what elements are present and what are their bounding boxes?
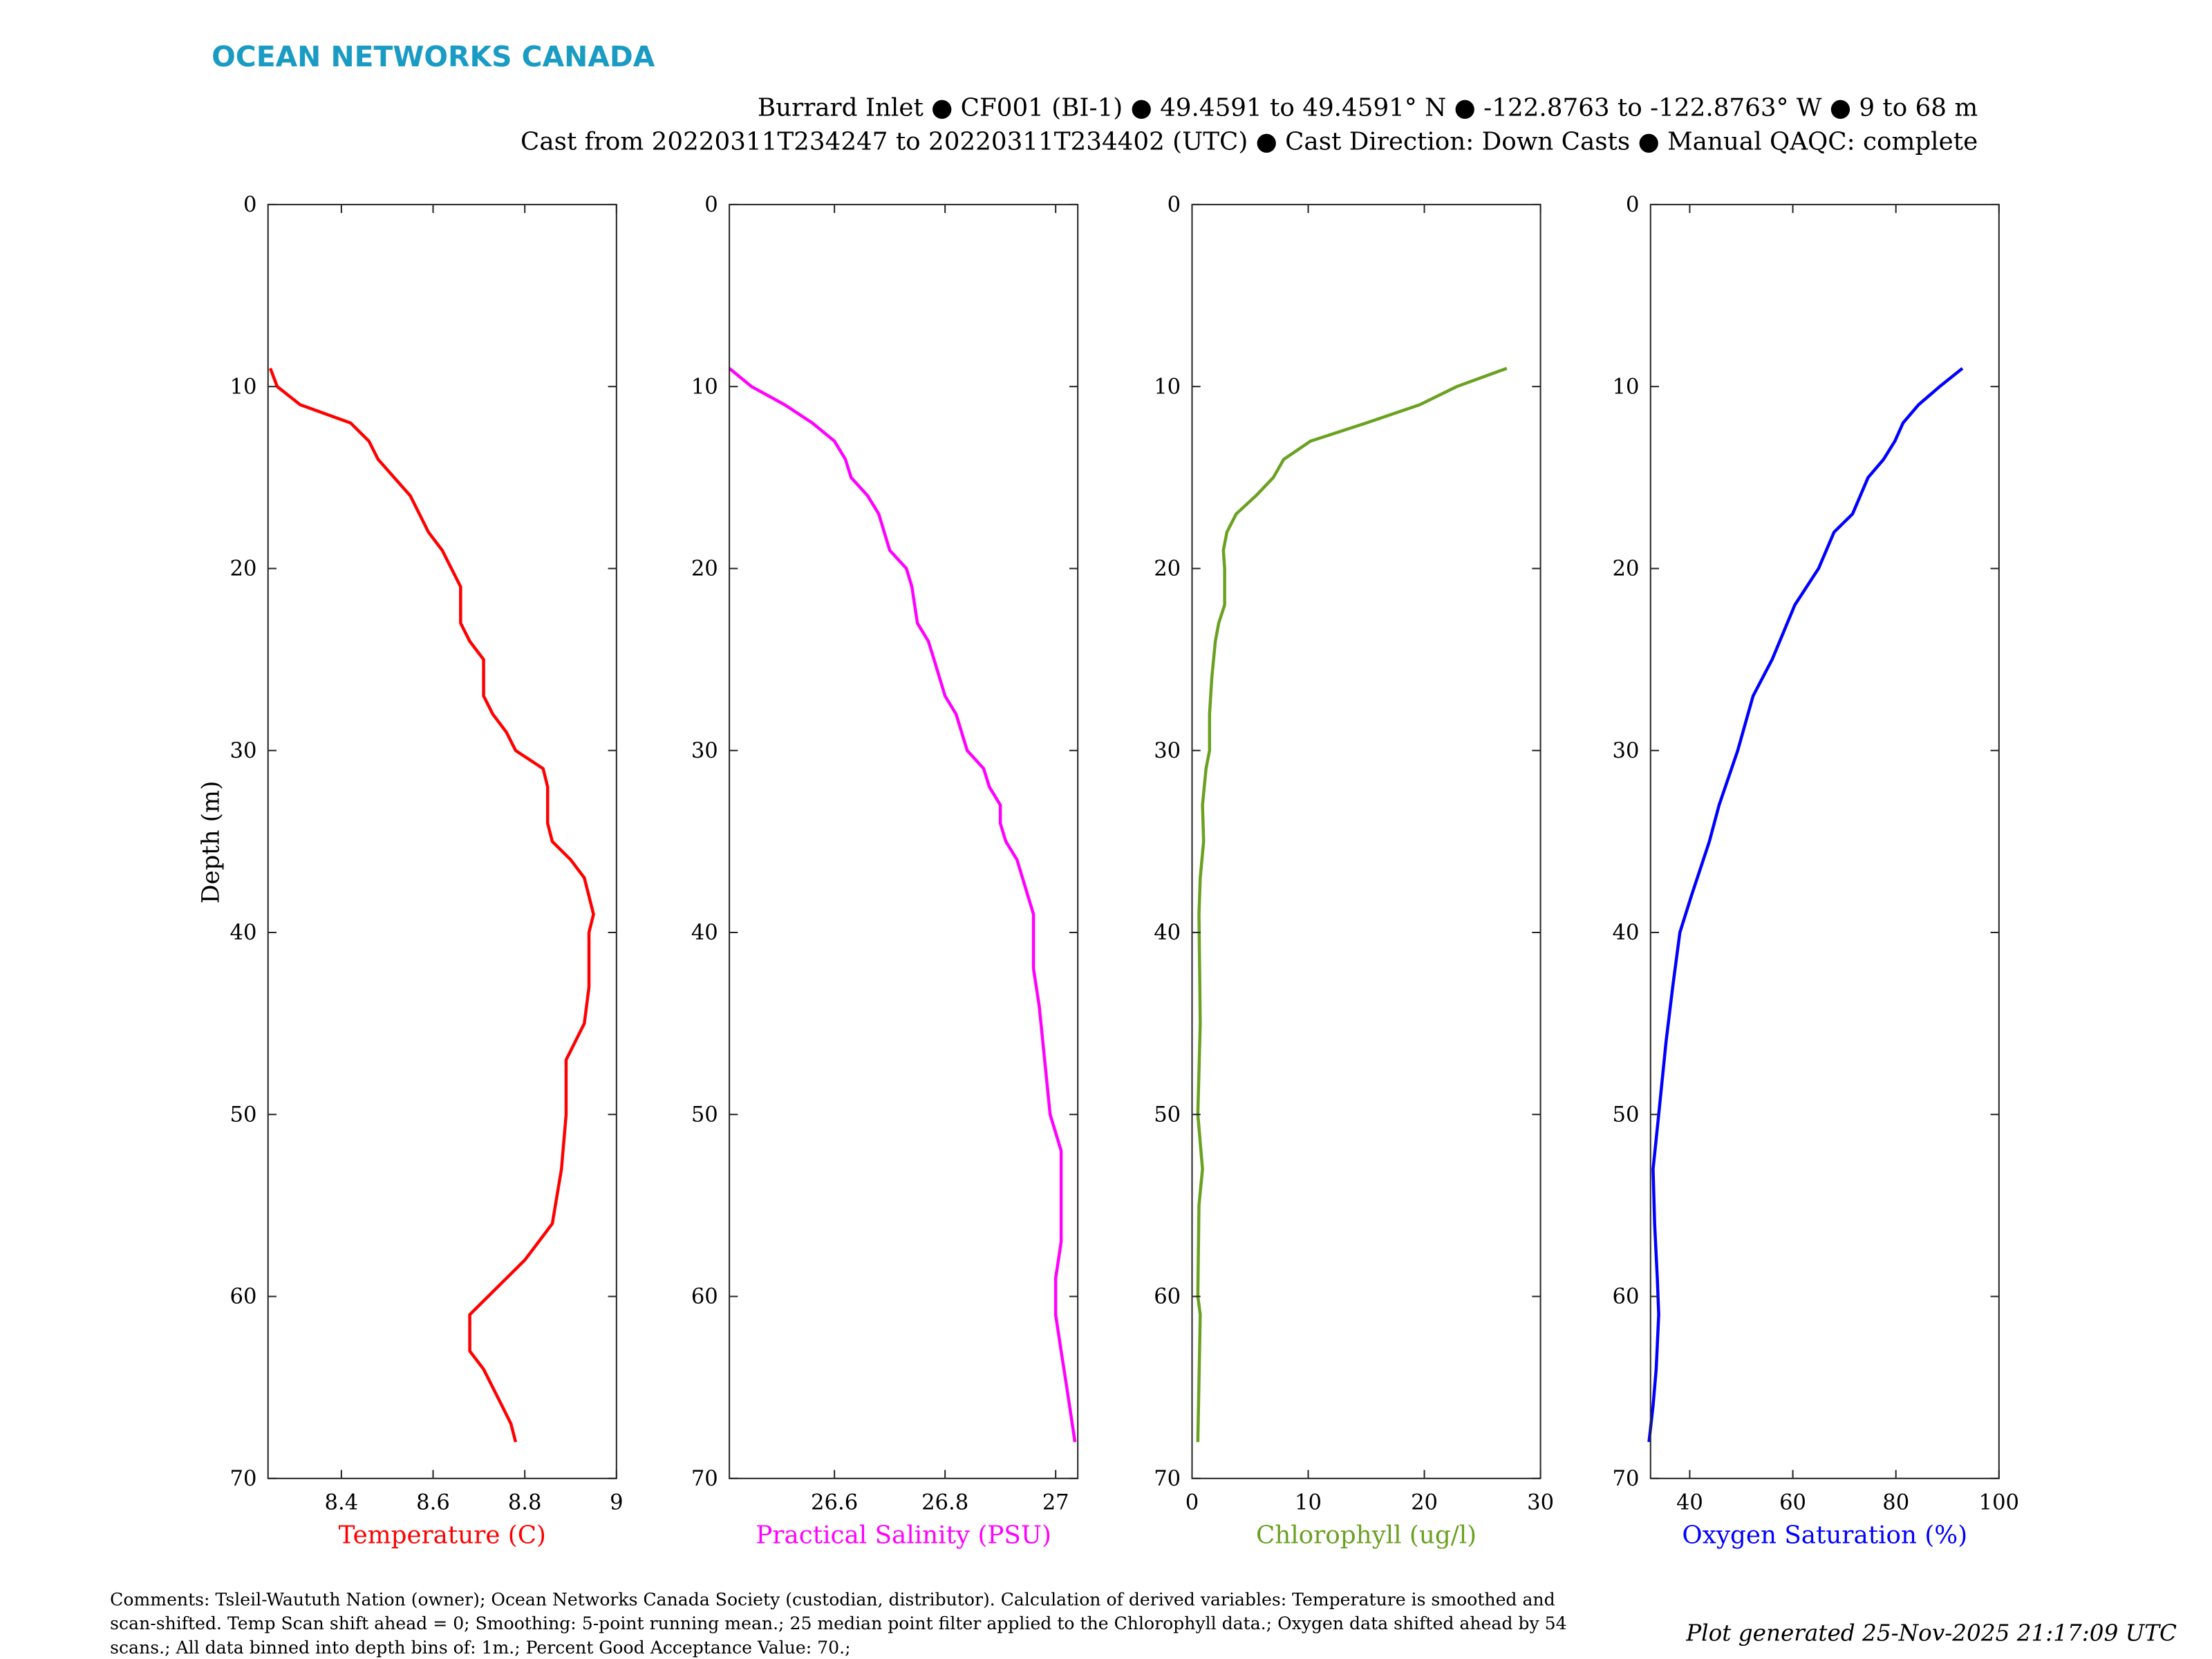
y-tick-label: 40 [229,921,256,945]
temperature-panel: 0 10 20 30 40 50 60 70 8.4 8.6 8.8 9 Temperature (C) [229,193,623,1550]
x-tick-label: 9 [610,1491,623,1515]
oxygen-axes-box [1649,203,2000,1479]
y-tick-label: 60 [691,1285,718,1309]
y-tick-label: 60 [229,1285,256,1309]
y-tick-label: 50 [1154,1103,1181,1127]
y-tick-label: 40 [1612,921,1639,945]
chlorophyll-axis-label: Chlorophyll (ug/l) [1256,1521,1477,1550]
y-tick-label: 40 [1154,921,1181,945]
salinity-panel: 0 10 20 30 40 50 60 70 26.6 26.8 27 Practical Salin… [691,193,1079,1550]
y-tick-label: 70 [1612,1467,1639,1491]
plot-generated-timestamp: Plot generated 25-Nov-2025 21:17:09 UTC [1685,1620,2177,1646]
x-tick-label: 100 [1979,1491,2019,1515]
y-tick-label: 30 [1612,739,1639,763]
salinity-profile-line [728,367,1077,1443]
ocean-networks-canada-logo: OCEAN NETWORKS CANADA [212,40,655,73]
y-tick-label: 20 [691,557,718,581]
oxygen-axis-label: Oxygen Saturation (%) [1682,1521,1967,1550]
x-tick-label: 27 [1042,1491,1069,1515]
y-tick-label: 50 [1612,1103,1639,1127]
x-tick-label: 20 [1411,1491,1438,1515]
temperature-axes-box [267,203,617,1479]
x-tick-label: 8.6 [416,1491,450,1515]
y-tick-label: 20 [1612,557,1639,581]
y-tick-label: 0 [704,193,718,217]
comments-line-3: scans.; All data binned into depth bins … [110,1638,850,1658]
x-tick-label: 10 [1295,1491,1322,1515]
chlorophyll-profile-line [1196,366,1508,1443]
y-tick-label: 30 [1154,739,1181,763]
title-line-2: Cast from 20220311T234247 to 20220311T23… [521,127,1978,156]
salinity-axis-label: Practical Salinity (PSU) [756,1521,1051,1550]
title-line-1: Burrard Inlet ● CF001 (BI-1) ● 49.4591 t… [758,93,1978,122]
y-tick-label: 70 [1154,1467,1181,1491]
x-tick-label: 80 [1882,1491,1909,1515]
oxygen-panel: 0 10 20 30 40 50 60 70 40 60 80 100 Oxygen Saturatio… [1612,193,2019,1550]
y-tick-label: 20 [229,557,256,581]
y-tick-label: 40 [691,921,718,945]
x-tick-label: 26.6 [811,1491,858,1515]
oxygen-profile-line [1647,367,1964,1443]
depth-axis-label: Depth (m) [197,780,225,903]
y-tick-label: 60 [1154,1285,1181,1309]
y-tick-label: 10 [229,375,256,399]
y-tick-label: 0 [1168,193,1181,217]
salinity-axes-box [729,203,1079,1479]
y-tick-label: 50 [691,1103,718,1127]
x-tick-label: 40 [1676,1491,1703,1515]
x-tick-label: 0 [1185,1491,1199,1515]
y-tick-label: 0 [1626,193,1639,217]
y-tick-label: 20 [1154,557,1181,581]
x-tick-label: 60 [1779,1491,1806,1515]
x-tick-label: 26.8 [921,1491,968,1515]
y-tick-label: 50 [229,1103,256,1127]
y-tick-label: 10 [1612,375,1639,399]
comments-line-1: Comments: Tsleil-Waututh Nation (owner);… [110,1589,1555,1609]
y-tick-label: 70 [229,1467,256,1491]
y-tick-label: 70 [691,1467,718,1491]
profile-panels: 0 10 20 30 40 50 60 70 8.4 8.6 8.8 9 Temperature (C)… [229,193,2019,1550]
x-tick-label: 8.4 [325,1491,359,1515]
y-tick-label: 60 [1612,1285,1639,1309]
y-tick-label: 0 [243,193,256,217]
comments-line-2: scan-shifted. Temp Scan shift ahead = 0;… [110,1613,1566,1633]
temperature-axis-label: Temperature (C) [339,1521,546,1550]
y-tick-label: 10 [691,375,718,399]
y-tick-label: 30 [691,739,718,763]
chlorophyll-axes-box [1191,203,1541,1479]
y-tick-label: 30 [229,739,256,763]
y-tick-label: 10 [1154,375,1181,399]
x-tick-label: 30 [1527,1491,1554,1515]
x-tick-label: 8.8 [508,1491,542,1515]
temperature-profile-line [268,368,595,1443]
